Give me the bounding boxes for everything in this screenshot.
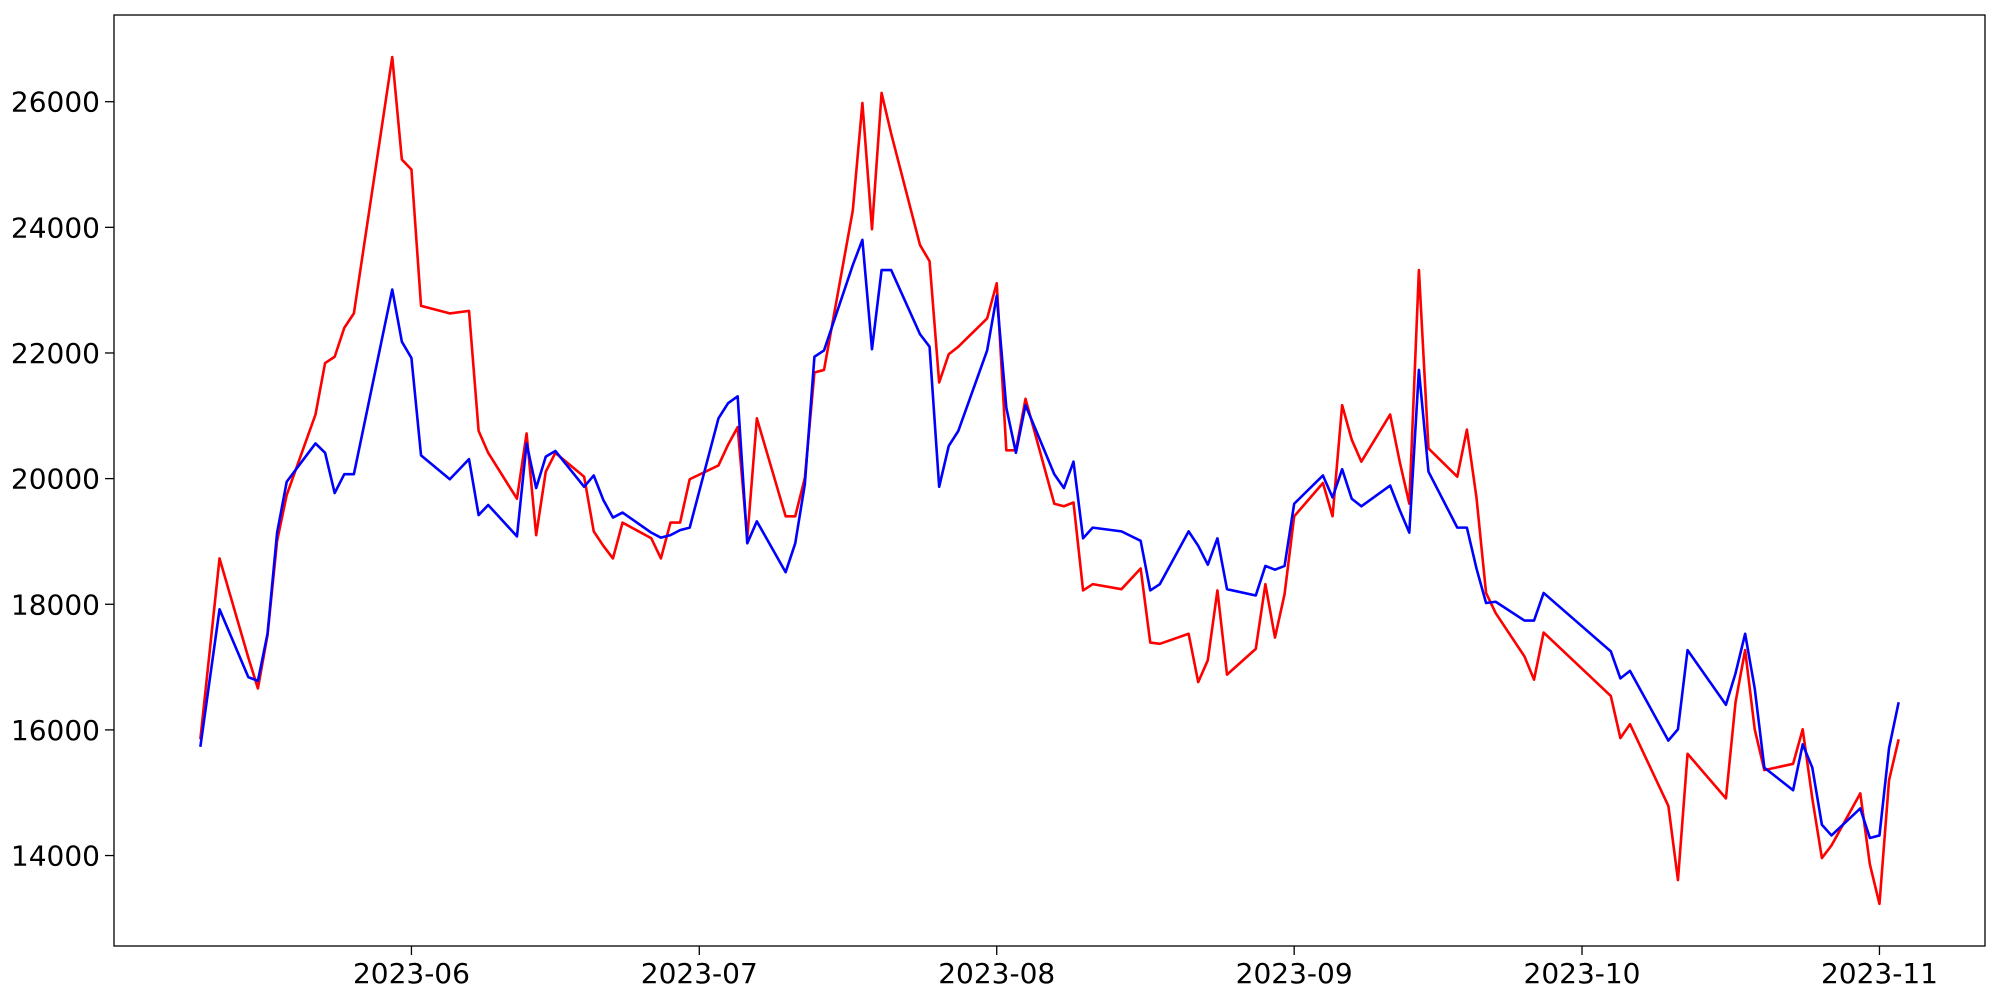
y-tick-label: 16000 — [11, 714, 100, 747]
x-tick-label: 2023-11 — [1821, 957, 1938, 990]
x-tick-label: 2023-06 — [353, 957, 470, 990]
y-tick-label: 26000 — [11, 86, 100, 119]
y-tick-label: 24000 — [11, 211, 100, 244]
y-tick-label: 22000 — [11, 337, 100, 370]
y-tick-label: 20000 — [11, 463, 100, 496]
y-tick-label: 14000 — [11, 840, 100, 873]
line-series — [199, 238, 1900, 840]
plot-frame — [113, 14, 1986, 947]
y-tick-label: 18000 — [11, 588, 100, 621]
x-tick-label: 2023-08 — [938, 957, 1055, 990]
x-tick-label: 2023-10 — [1524, 957, 1641, 990]
line-series — [199, 55, 1900, 906]
x-tick-label: 2023-09 — [1236, 957, 1353, 990]
x-tick-label: 2023-07 — [641, 957, 758, 990]
